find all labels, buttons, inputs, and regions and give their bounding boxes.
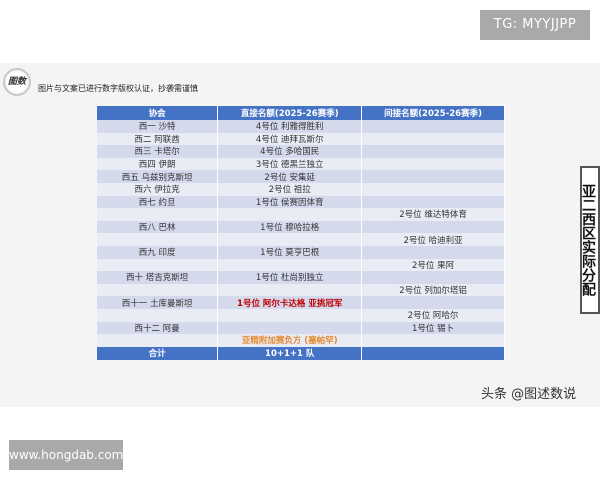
table-row: 2号位 列加尔塔铝 xyxy=(97,283,505,297)
table-row: 亚精附加赛负方 (塞帕罕) xyxy=(97,334,505,347)
table-row: 2号位 阿哈尔 xyxy=(97,308,505,322)
table-row: 西六 伊拉克 2号位 祖拉 xyxy=(97,182,505,196)
cell-direct: 2号位 安集延 xyxy=(217,170,363,183)
header-indirect: 间接名额(2025-26赛季) xyxy=(361,106,505,120)
cell-direct: 3号位 德黑兰独立 xyxy=(217,157,363,171)
cell-association xyxy=(97,334,219,347)
watermark-tg: TG: MYYJJPP xyxy=(480,10,590,40)
cell-association: 西四 伊朗 xyxy=(97,157,219,171)
cell-indirect xyxy=(361,170,505,183)
cell-indirect: 2号位 维达特体育 xyxy=(361,208,505,221)
header-association: 协会 xyxy=(97,106,219,120)
table-row: 西十 塔吉克斯坦 1号位 杜尚别独立 xyxy=(97,271,505,284)
cell-association xyxy=(97,233,219,246)
cell-association: 西六 伊拉克 xyxy=(97,182,219,196)
quota-table: 协会 直接名额(2025-26赛季) 间接名额(2025-26赛季) 西一 沙特… xyxy=(97,106,505,360)
table-row: 西四 伊朗 3号位 德黑兰独立 xyxy=(97,157,505,171)
cell-association: 西九 印度 xyxy=(97,245,219,259)
cell-indirect xyxy=(361,220,505,234)
cell-indirect xyxy=(361,271,505,284)
cell-direct: 亚精附加赛负方 (塞帕罕) xyxy=(217,334,363,347)
table-row: 2号位 果阿 xyxy=(97,258,505,272)
cell-indirect: 2号位 阿哈尔 xyxy=(361,308,505,322)
cell-direct xyxy=(217,258,363,272)
cell-indirect xyxy=(361,132,505,146)
cell-direct xyxy=(217,233,363,246)
cell-association: 西十二 阿曼 xyxy=(97,321,219,335)
cell-association: 西八 巴林 xyxy=(97,220,219,234)
watermark-site: www.hongdab.com xyxy=(9,440,123,470)
cell-association: 西二 阿联酋 xyxy=(97,132,219,146)
table-row: 西二 阿联酋 4号位 迪拜瓦斯尔 xyxy=(97,132,505,146)
table-row: 西五 乌兹别克斯坦 2号位 安集延 xyxy=(97,170,505,183)
cell-direct: 2号位 祖拉 xyxy=(217,182,363,196)
total-cell-association: 合计 xyxy=(97,346,219,360)
cell-association xyxy=(97,258,219,272)
header-direct: 直接名额(2025-26赛季) xyxy=(217,106,363,120)
cell-direct xyxy=(217,308,363,322)
table-row: 西三 卡塔尔 4号位 多哈国民 xyxy=(97,145,505,158)
copyright-notice: 图片与文案已进行数字版权认证，抄袭需谨慎 xyxy=(38,84,198,93)
side-label: 亚二西区实际分配 xyxy=(580,166,600,314)
total-cell-indirect xyxy=(361,346,505,360)
cell-direct xyxy=(217,283,363,297)
cell-indirect: 2号位 哈迪利亚 xyxy=(361,233,505,246)
total-row: 合计 10+1+1 队 xyxy=(97,346,505,360)
table-row: 西十一 土库曼斯坦 1号位 阿尔卡达格 亚挑冠军 xyxy=(97,296,505,309)
cell-association xyxy=(97,283,219,297)
cell-direct: 1号位 侯赛因体育 xyxy=(217,195,363,209)
cell-association: 西十 塔吉克斯坦 xyxy=(97,271,219,284)
cell-indirect: 2号位 列加尔塔铝 xyxy=(361,283,505,297)
cell-association xyxy=(97,308,219,322)
table-row: 2号位 哈迪利亚 xyxy=(97,233,505,246)
cell-association: 西七 约旦 xyxy=(97,195,219,209)
cell-association xyxy=(97,208,219,221)
table-header: 协会 直接名额(2025-26赛季) 间接名额(2025-26赛季) xyxy=(97,106,505,120)
cell-indirect: 2号位 果阿 xyxy=(361,258,505,272)
table-row: 西九 印度 1号位 莫亨巴根 xyxy=(97,245,505,259)
table-row: 西八 巴林 1号位 穆哈拉格 xyxy=(97,220,505,234)
cell-direct: 4号位 利雅得胜利 xyxy=(217,120,363,133)
cell-association: 西一 沙特 xyxy=(97,120,219,133)
cell-direct: 4号位 多哈国民 xyxy=(217,145,363,158)
cell-indirect xyxy=(361,157,505,171)
cell-indirect xyxy=(361,120,505,133)
cell-direct xyxy=(217,208,363,221)
cell-indirect xyxy=(361,145,505,158)
cell-association: 西十一 土库曼斯坦 xyxy=(97,296,219,309)
cell-association: 西三 卡塔尔 xyxy=(97,145,219,158)
cell-association: 西五 乌兹别克斯坦 xyxy=(97,170,219,183)
table-row: 西一 沙特 4号位 利雅得胜利 xyxy=(97,120,505,133)
cell-indirect xyxy=(361,334,505,347)
cell-direct: 4号位 迪拜瓦斯尔 xyxy=(217,132,363,146)
cell-direct: 1号位 莫亨巴根 xyxy=(217,245,363,259)
cell-indirect: 1号位 锡卜 xyxy=(361,321,505,335)
table-row: 西十二 阿曼 1号位 锡卜 xyxy=(97,321,505,335)
cell-indirect xyxy=(361,182,505,196)
cell-direct: 1号位 穆哈拉格 xyxy=(217,220,363,234)
logo: 图数 xyxy=(3,68,31,96)
cell-direct xyxy=(217,321,363,335)
total-cell-direct: 10+1+1 队 xyxy=(217,346,363,360)
cell-indirect xyxy=(361,245,505,259)
table-row: 西七 约旦 1号位 侯赛因体育 xyxy=(97,195,505,209)
cell-direct: 1号位 杜尚别独立 xyxy=(217,271,363,284)
cell-indirect xyxy=(361,296,505,309)
credit-watermark: 头条 @图述数说 xyxy=(481,387,577,402)
image-panel: 图数 图片与文案已进行数字版权认证，抄袭需谨慎 协会 直接名额(2025-26赛… xyxy=(0,63,600,407)
cell-indirect xyxy=(361,195,505,209)
cell-direct: 1号位 阿尔卡达格 亚挑冠军 xyxy=(217,296,363,309)
table-row: 2号位 维达特体育 xyxy=(97,208,505,221)
